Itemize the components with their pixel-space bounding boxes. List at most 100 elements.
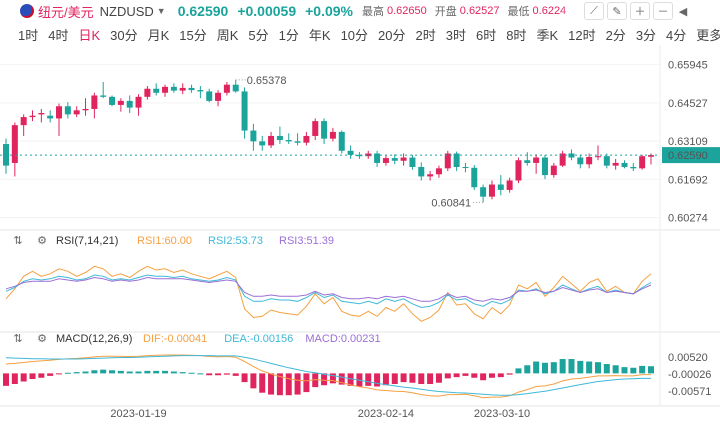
macd-histogram-bar bbox=[435, 373, 442, 383]
tab-timeframe[interactable]: 10分 bbox=[340, 27, 369, 43]
pair-name-cn[interactable]: 纽元/美元 bbox=[38, 4, 94, 20]
macd-histogram-bar bbox=[82, 371, 89, 374]
tab-timeframe[interactable]: 1分 bbox=[278, 27, 299, 43]
nz-us-flag-icon bbox=[20, 4, 34, 18]
tab-timeframe[interactable]: 12时 bbox=[568, 27, 596, 43]
last-price: 0.62590 bbox=[177, 3, 229, 19]
candle-body bbox=[630, 166, 637, 169]
candle-body bbox=[312, 121, 319, 136]
tab-timeframe[interactable]: 1时 bbox=[18, 27, 39, 43]
hide-toolbar-icon[interactable]: ◀ bbox=[676, 2, 690, 20]
macd-y-tick-label: -0.00571 bbox=[668, 386, 711, 398]
candle-body bbox=[100, 95, 107, 97]
macd-histogram-bar bbox=[64, 372, 71, 374]
macd-histogram-bar bbox=[347, 373, 354, 386]
plus-square-icon[interactable]: ＋ bbox=[630, 2, 650, 20]
candle-body bbox=[356, 154, 363, 157]
tab-timeframe[interactable]: 20分 bbox=[378, 27, 406, 43]
candle-body bbox=[109, 96, 116, 105]
candle-body bbox=[453, 153, 460, 167]
x-tick-label: 2023-03-10 bbox=[474, 408, 530, 420]
candle-body bbox=[409, 157, 416, 167]
macd-histogram-bar bbox=[285, 373, 292, 396]
macd-histogram-bar bbox=[303, 373, 310, 393]
candle-body bbox=[294, 141, 301, 143]
open-value: 0.62527 bbox=[459, 5, 500, 17]
candle-body bbox=[374, 153, 381, 163]
candle-body bbox=[586, 157, 593, 165]
y-tick-label: 0.60274 bbox=[668, 213, 708, 225]
pair-code[interactable]: NZDUSD bbox=[99, 3, 154, 19]
macd-histogram-bar bbox=[400, 373, 407, 383]
minus-square-icon[interactable]: － bbox=[653, 2, 673, 20]
price-change: +0.00059 bbox=[237, 3, 297, 19]
quote-header: 纽元/美元 NZDUSD ▼ 0.62590 +0.00059 +0.09% 最… bbox=[0, 0, 720, 22]
candle-body bbox=[612, 162, 619, 166]
y-tick-label: 0.65945 bbox=[668, 60, 708, 72]
macd-histogram-bar bbox=[100, 369, 107, 374]
candle-body bbox=[91, 95, 98, 109]
collapse-icon: ⇅ bbox=[13, 333, 22, 345]
chevron-down-icon[interactable]: ▼ bbox=[156, 6, 166, 16]
tab-timeframe[interactable]: 6时 bbox=[475, 27, 497, 43]
tab-timeframe[interactable]: 2时 bbox=[415, 27, 436, 43]
macd-histogram-bar bbox=[541, 362, 548, 374]
tab-timeframe[interactable]: 年K bbox=[308, 27, 331, 43]
low-label: 最低 bbox=[507, 6, 530, 18]
y-tick-label: 0.63109 bbox=[668, 136, 708, 148]
price-change-pct: +0.09% bbox=[305, 3, 353, 19]
candle-body bbox=[444, 153, 451, 169]
candle-body bbox=[153, 88, 160, 93]
macd-histogram-bar bbox=[586, 361, 593, 374]
rsi-legend-item: RSI1:60.00 bbox=[137, 235, 192, 247]
last-price-tag bbox=[662, 147, 720, 164]
macd-histogram-bar bbox=[206, 373, 213, 376]
tab-timeframe[interactable]: 季K bbox=[536, 27, 559, 43]
macd-histogram-bar bbox=[639, 365, 646, 374]
rsi-legend-item: RSI3:51.39 bbox=[279, 235, 334, 247]
macd-histogram-bar bbox=[250, 373, 257, 389]
macd-histogram-bar bbox=[374, 373, 381, 387]
candle-body bbox=[648, 155, 654, 157]
tab-timeframe[interactable]: 3分 bbox=[635, 27, 657, 43]
macd-histogram-bar bbox=[276, 373, 283, 396]
candle-body bbox=[471, 167, 478, 188]
tab-timeframe[interactable]: 2分 bbox=[605, 27, 626, 43]
candle-body bbox=[639, 156, 646, 169]
candle-body bbox=[435, 168, 442, 175]
candle-body bbox=[382, 158, 389, 163]
candle-body bbox=[541, 157, 548, 176]
candle-body bbox=[38, 113, 45, 115]
tab-timeframe[interactable]: 4分 bbox=[666, 27, 687, 43]
macd-histogram-bar bbox=[109, 370, 116, 374]
candle-body bbox=[338, 131, 345, 151]
tab-timeframe[interactable]: 3时 bbox=[445, 27, 466, 43]
candle-body bbox=[117, 100, 124, 105]
line-chart-icon[interactable]: ⟋ bbox=[584, 2, 604, 20]
macd-histogram-bar bbox=[268, 373, 275, 395]
candle-body bbox=[559, 153, 566, 166]
macd-histogram-bar bbox=[497, 373, 504, 378]
macd-histogram-bar bbox=[179, 372, 186, 374]
header-fade bbox=[560, 0, 584, 22]
tab-timeframe[interactable]: 15分 bbox=[179, 27, 207, 43]
tab-timeframe[interactable]: 月K bbox=[147, 27, 170, 43]
macd-histogram-bar bbox=[47, 373, 54, 376]
macd-histogram-bar bbox=[559, 359, 566, 374]
tab-timeframe[interactable]: 周K bbox=[216, 27, 239, 43]
tab-timeframe[interactable]: 30分 bbox=[110, 27, 138, 43]
tab-timeframe[interactable]: 5分 bbox=[248, 27, 269, 43]
macd-histogram-bar bbox=[409, 373, 416, 383]
pencil-icon[interactable]: ✎ bbox=[607, 2, 627, 20]
tab-timeframe[interactable]: 4时 bbox=[48, 27, 69, 43]
macd-histogram-bar bbox=[453, 373, 460, 378]
candle-body bbox=[621, 162, 628, 167]
candle-body bbox=[206, 91, 213, 101]
macd-histogram-bar bbox=[135, 371, 142, 374]
tab-timeframe[interactable]: 更多 › bbox=[696, 27, 720, 43]
tab-timeframe[interactable]: 8时 bbox=[506, 27, 527, 43]
collapse-icon: ⇅ bbox=[13, 235, 22, 247]
candle-body bbox=[47, 115, 54, 119]
low-value: 0.6224 bbox=[532, 5, 567, 17]
tab-timeframe[interactable]: 日K bbox=[78, 27, 101, 43]
